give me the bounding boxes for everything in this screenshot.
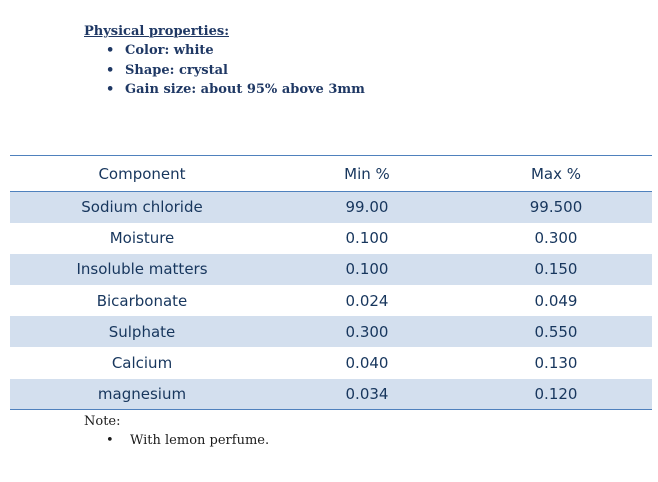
table-row: Sulphate 0.300 0.550 bbox=[10, 316, 652, 348]
property-item: • Shape: crystal bbox=[106, 61, 365, 81]
cell-max: 0.150 bbox=[460, 253, 652, 286]
composition-table: Component Min % Max % Sodium chloride 99… bbox=[10, 155, 652, 411]
cell-min: 0.034 bbox=[274, 378, 460, 411]
physical-properties-list: • Color: white • Shape: crystal • Gain s… bbox=[84, 41, 365, 100]
bullet-icon: • bbox=[106, 43, 115, 58]
header-min: Min % bbox=[274, 155, 460, 192]
note-item: • With lemon perfume. bbox=[106, 431, 269, 451]
cell-max: 0.120 bbox=[460, 378, 652, 411]
cell-max: 0.130 bbox=[534, 354, 578, 373]
cell-min: 0.040 bbox=[345, 354, 389, 373]
cell-max: 0.550 bbox=[460, 316, 652, 348]
cell-component: Insoluble matters bbox=[10, 253, 274, 286]
composition-table-container: Component Min % Max % Sodium chloride 99… bbox=[10, 155, 652, 411]
cell-component: Bicarbonate bbox=[96, 291, 188, 310]
cell-max: 0.049 bbox=[534, 291, 578, 310]
property-item-text: Color: white bbox=[125, 43, 214, 58]
physical-properties-title: Physical properties: bbox=[84, 24, 229, 39]
property-item-text: Shape: crystal bbox=[125, 62, 228, 78]
bullet-icon: • bbox=[106, 62, 115, 78]
cell-component: Sodium chloride bbox=[10, 191, 274, 223]
table-row: magnesium 0.034 0.120 bbox=[10, 378, 652, 411]
property-item: • Color: white bbox=[106, 41, 365, 61]
bullet-icon: • bbox=[106, 433, 114, 448]
note-item-text: With lemon perfume. bbox=[130, 433, 270, 448]
table-row: Sodium chloride 99.00 99.500 bbox=[10, 191, 652, 223]
cell-min: 99.00 bbox=[274, 191, 460, 223]
cell-min: 0.100 bbox=[345, 229, 389, 248]
table-row: Bicarbonate 0.024 0.049 bbox=[10, 285, 652, 316]
property-item: • Gain size: about 95% above 3mm bbox=[106, 80, 365, 100]
cell-min: 0.100 bbox=[274, 253, 460, 286]
cell-component: Moisture bbox=[109, 229, 175, 248]
cell-max: 0.300 bbox=[534, 229, 578, 248]
cell-component: Calcium bbox=[111, 354, 173, 373]
table-row: Calcium 0.040 0.130 bbox=[10, 347, 652, 378]
bullet-icon: • bbox=[106, 82, 115, 97]
cell-min: 0.024 bbox=[345, 291, 389, 310]
cell-max: 99.500 bbox=[460, 191, 652, 223]
table-row: Insoluble matters 0.100 0.150 bbox=[10, 253, 652, 286]
property-item-text: Gain size: about 95% above 3mm bbox=[125, 82, 365, 97]
header-component: Component bbox=[10, 155, 274, 192]
note-section: Note: • With lemon perfume. bbox=[84, 412, 269, 451]
table-header-row: Component Min % Max % bbox=[10, 155, 652, 192]
cell-component: Sulphate bbox=[10, 316, 274, 348]
note-list: • With lemon perfume. bbox=[84, 431, 269, 451]
note-title: Note: bbox=[84, 414, 121, 429]
cell-component: magnesium bbox=[10, 378, 274, 411]
physical-properties-section: Physical properties: • Color: white • Sh… bbox=[84, 22, 365, 100]
header-max: Max % bbox=[460, 155, 652, 192]
cell-min: 0.300 bbox=[274, 316, 460, 348]
table-row: Moisture 0.100 0.300 bbox=[10, 223, 652, 254]
